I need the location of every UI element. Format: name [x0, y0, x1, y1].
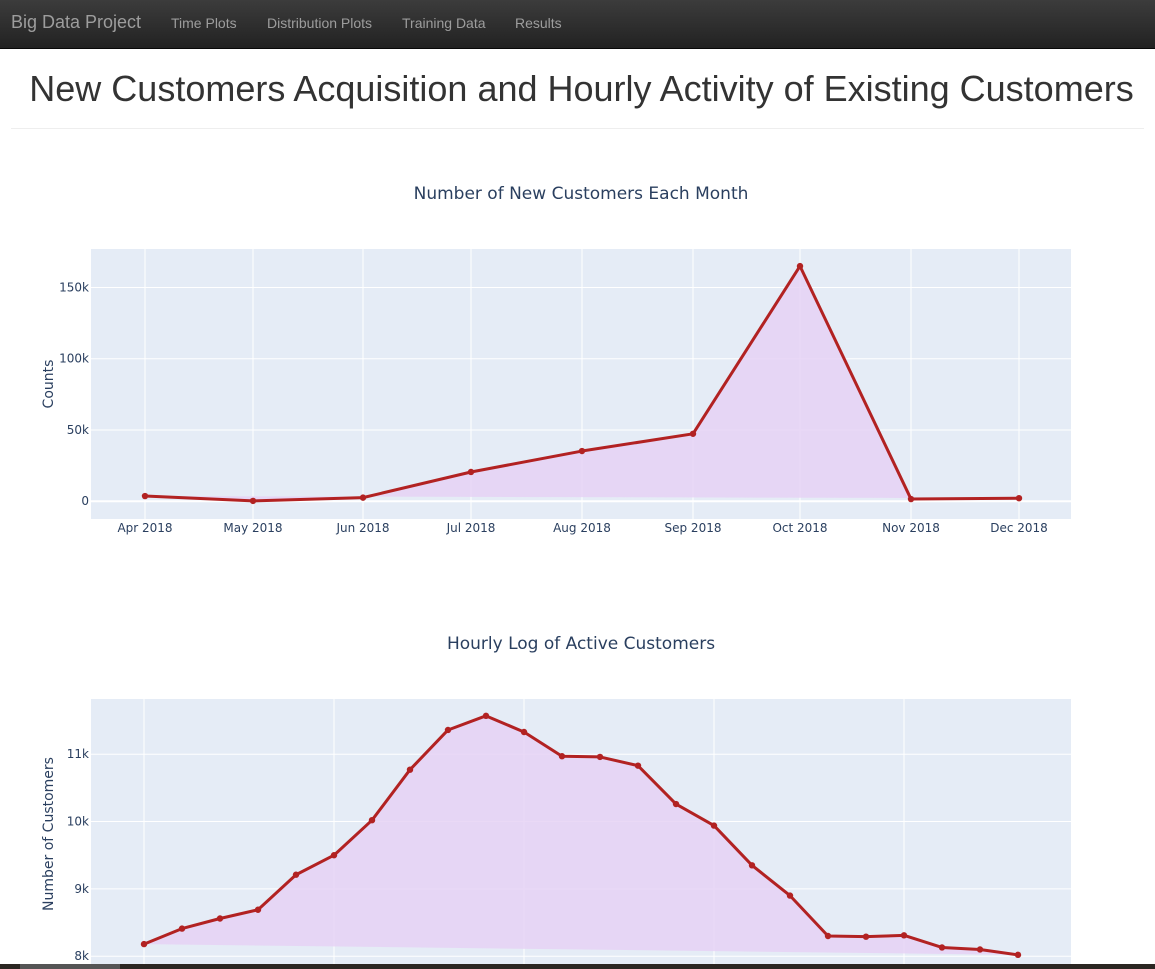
data-point: [178, 925, 186, 932]
data-point: [634, 762, 642, 769]
area-fill: [144, 715, 1018, 955]
x-tick-label: Sep 2018: [665, 521, 722, 535]
data-point: [254, 906, 262, 913]
data-point: [976, 946, 984, 953]
data-point: [796, 262, 804, 270]
nav-time-plots[interactable]: Time Plots: [171, 15, 237, 31]
data-point: [1014, 951, 1022, 959]
data-point: [862, 933, 870, 940]
data-point: [444, 726, 452, 734]
data-point: [558, 753, 566, 760]
chart1-y-ticks: 0 50k 100k 150k: [59, 280, 89, 508]
nav-results[interactable]: Results: [515, 15, 562, 31]
data-point: [216, 915, 224, 922]
y-tick-label: 8k: [74, 949, 89, 963]
data-point: [520, 728, 528, 736]
x-tick-label: Aug 2018: [553, 521, 611, 535]
data-point: [368, 816, 376, 824]
y-tick-label: 0: [81, 494, 89, 508]
nav-distribution-plots[interactable]: Distribution Plots: [267, 15, 373, 31]
data-point: [938, 944, 946, 951]
y-tick-label: 11k: [67, 747, 89, 761]
data-point: [249, 497, 257, 505]
x-tick-label: Apr 2018: [117, 521, 172, 535]
title-divider: [11, 128, 1144, 129]
chart2-y-axis-title: Number of Customers: [41, 757, 57, 911]
navbar: Big Data Project Time Plots Distribution…: [0, 0, 1155, 49]
scrollbar-thumb[interactable]: [20, 964, 120, 969]
chart1-y-axis-title: Counts: [41, 360, 57, 409]
data-point: [900, 932, 908, 939]
chart2-title: Hourly Log of Active Customers: [447, 634, 715, 654]
series-line: [143, 714, 1019, 957]
chart1-series: [141, 262, 1023, 505]
data-point: [748, 862, 756, 869]
nav-training-data[interactable]: Training Data: [402, 15, 486, 31]
data-point: [1015, 494, 1023, 502]
data-point: [907, 495, 915, 503]
data-point: [672, 800, 680, 808]
data-point: [330, 852, 338, 859]
brand-link[interactable]: Big Data Project: [11, 12, 142, 32]
data-point: [482, 712, 490, 720]
data-point: [141, 492, 149, 500]
x-tick-label: Oct 2018: [772, 521, 827, 535]
x-tick-label: Jul 2018: [446, 521, 496, 535]
x-tick-label: Jun 2018: [335, 521, 389, 535]
x-tick-label: Nov 2018: [882, 521, 940, 535]
y-tick-label: 100k: [59, 352, 89, 366]
data-point: [596, 753, 604, 761]
data-point: [710, 822, 718, 829]
y-tick-label: 9k: [74, 882, 89, 896]
y-tick-label: 10k: [67, 815, 89, 829]
x-tick-label: Dec 2018: [990, 521, 1048, 535]
y-tick-label: 50k: [67, 423, 89, 437]
chart-new-customers: Number of New Customers Each Month 0 50k 1…: [41, 184, 1071, 535]
data-point: [359, 494, 367, 501]
data-point: [406, 766, 414, 773]
chart2-y-ticks: 8k 9k 10k 11k: [67, 747, 89, 963]
chart1-x-ticks: Apr 2018 May 2018 Jun 2018 Jul 2018 Aug 2018…: [117, 521, 1047, 535]
data-point: [786, 892, 794, 899]
data-point: [578, 447, 586, 455]
chart-hourly-active: Hourly Log of Active Customers 8k 9k 10k 11…: [41, 634, 1071, 969]
area-fill: [145, 266, 1019, 501]
x-tick-label: May 2018: [223, 521, 282, 535]
chart2-series: [140, 712, 1022, 959]
horizontal-scrollbar[interactable]: [0, 964, 1155, 969]
y-tick-label: 150k: [59, 280, 89, 294]
data-point: [292, 871, 300, 878]
data-point: [467, 468, 475, 476]
data-point: [824, 932, 832, 940]
data-point: [140, 940, 148, 948]
chart1-title: Number of New Customers Each Month: [414, 184, 749, 204]
data-point: [689, 430, 697, 437]
page-title: New Customers Acquisition and Hourly Act…: [29, 68, 1134, 109]
